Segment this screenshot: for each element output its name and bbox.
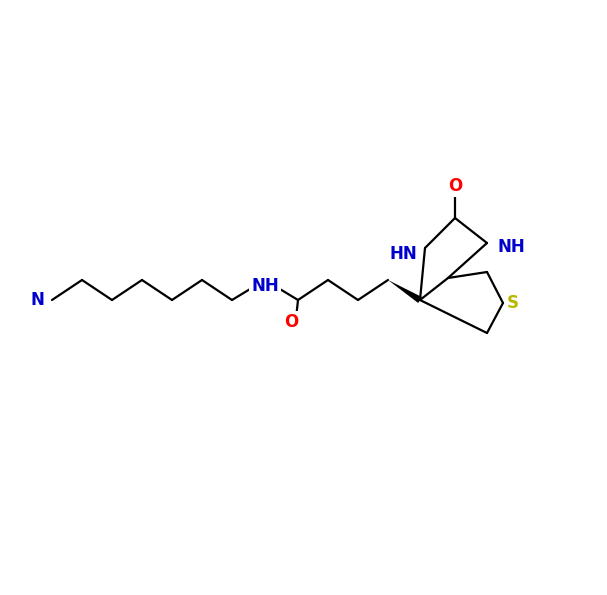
Text: NH: NH: [497, 238, 524, 256]
Text: N: N: [30, 291, 44, 309]
Text: S: S: [507, 294, 519, 312]
Text: O: O: [284, 313, 298, 331]
Text: O: O: [448, 177, 462, 195]
Polygon shape: [388, 280, 422, 303]
Text: NH: NH: [251, 277, 279, 295]
Text: HN: HN: [389, 245, 417, 263]
